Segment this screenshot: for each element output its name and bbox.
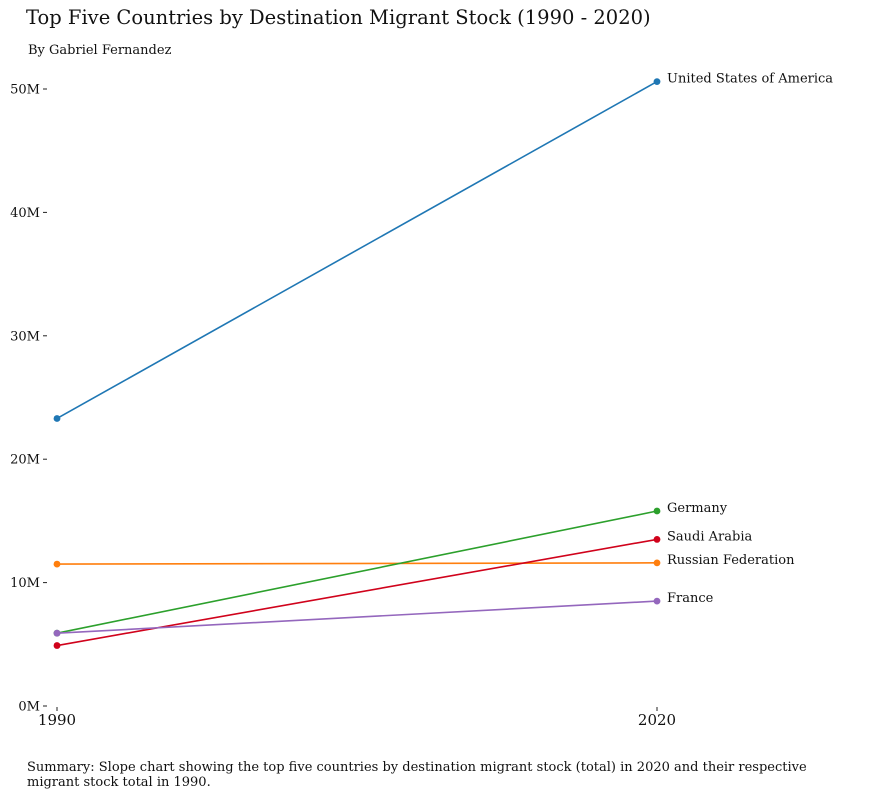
series-label-france: France: [667, 591, 714, 606]
data-point-russian-federation-1990: [53, 560, 61, 568]
series-line-united-states-of-america: [56, 80, 658, 420]
y-tick-label: 30M: [10, 329, 40, 344]
chart-summary: Summary: Slope chart showing the top fiv…: [27, 760, 807, 790]
data-point-saudi-arabia-2020: [653, 536, 661, 543]
chart-subtitle: By Gabriel Fernandez: [28, 43, 172, 58]
series-label-germany: Germany: [667, 501, 728, 516]
y-tick-label: 10M: [10, 576, 40, 591]
y-tick-label: 50M: [10, 83, 40, 98]
series-line-france: [56, 600, 658, 634]
slope-chart: 0M 10M 20M 30M 40M 50M 1990 2020 United States o…: [10, 72, 833, 729]
chart-title: Top Five Countries by Destination Migran…: [26, 6, 651, 29]
y-tick-label: 20M: [10, 453, 40, 468]
series-label-saudi-arabia: Saudi Arabia: [667, 529, 752, 544]
data-point-france-2020: [653, 597, 661, 605]
data-point-united-states-of-america-1990: [53, 415, 61, 422]
series-label-russian-federation: Russian Federation: [667, 553, 795, 568]
series-line-russian-federation: [56, 562, 658, 565]
data-point-germany-2020: [653, 507, 661, 515]
series-line-germany: [56, 510, 658, 634]
x-tick-label: 2020: [638, 711, 676, 729]
y-tick-label: 0M: [18, 700, 40, 715]
data-point-france-1990: [53, 629, 61, 637]
data-point-united-states-of-america-2020: [653, 78, 661, 85]
data-point-saudi-arabia-1990: [53, 642, 61, 649]
y-tick-label: 40M: [10, 206, 40, 221]
x-tick-label: 1990: [38, 711, 76, 729]
series-line-saudi-arabia: [56, 538, 658, 647]
data-point-russian-federation-2020: [653, 559, 661, 567]
series-label-united-states-of-america: United States of America: [667, 72, 833, 87]
